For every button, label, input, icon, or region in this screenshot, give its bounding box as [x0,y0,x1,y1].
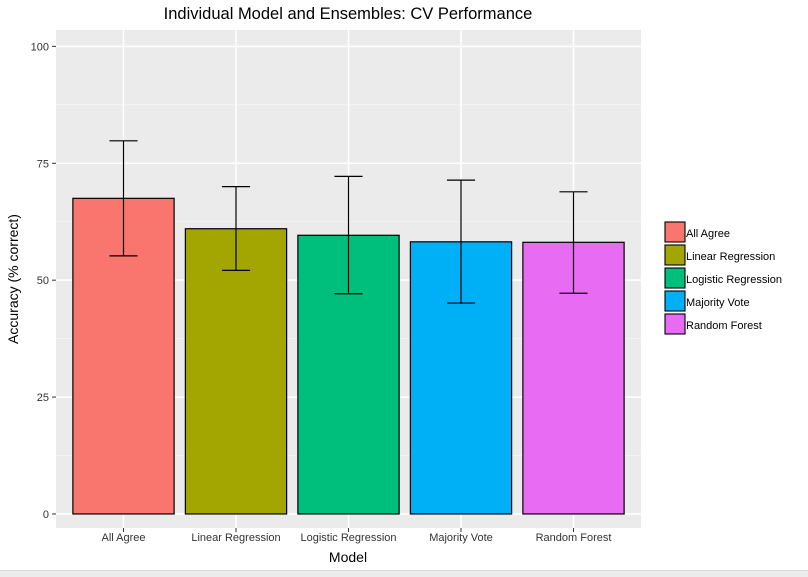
bar [184,228,288,515]
legend-item: Logistic Regression [664,267,782,289]
legend-label: Majority Vote [686,297,750,309]
y-axis-label: Accuracy (% correct) [5,214,21,344]
legend-label: Logistic Regression [686,274,782,286]
y-tick-label: 75 [37,158,49,170]
window-bottom-edge [0,570,808,577]
error-bar [334,175,363,295]
legend-item: All Agree [664,221,730,243]
error-bar [221,186,251,271]
legend-swatch [664,244,686,266]
y-tick-label: 100 [31,41,49,53]
x-tick-label: Random Forest [536,532,612,544]
legend-swatch [664,221,686,243]
error-bar [559,191,588,294]
chart-title: Individual Model and Ensembles: CV Perfo… [164,5,533,23]
legend-label: All Agree [686,228,730,240]
y-axis-ticks: 0 25 50 75 100 [31,41,56,521]
legend-swatch [664,313,686,335]
y-tick-label: 50 [37,275,49,287]
legend-item: Random Forest [664,313,762,335]
legend-item: Majority Vote [664,290,750,312]
x-axis-ticks: All Agree Linear Regression Logistic Regre… [101,528,611,544]
x-tick-label: Majority Vote [429,532,493,544]
error-bar [109,140,138,257]
legend-item: Linear Regression [664,244,775,266]
x-tick-label: Linear Regression [191,532,280,544]
legend: All Agree Linear Regression Logistic Regre… [664,221,782,335]
y-tick-label: 25 [37,392,49,404]
x-axis-label: Model [329,549,367,565]
error-bars [109,140,588,304]
legend-swatch [664,267,686,289]
x-tick-label: Logistic Regression [301,532,397,544]
error-bar [446,179,476,304]
legend-label: Random Forest [686,320,762,332]
y-tick-label: 0 [43,509,49,521]
x-tick-label: All Agree [101,532,145,544]
legend-swatch [664,290,686,312]
legend-label: Linear Regression [686,251,775,263]
